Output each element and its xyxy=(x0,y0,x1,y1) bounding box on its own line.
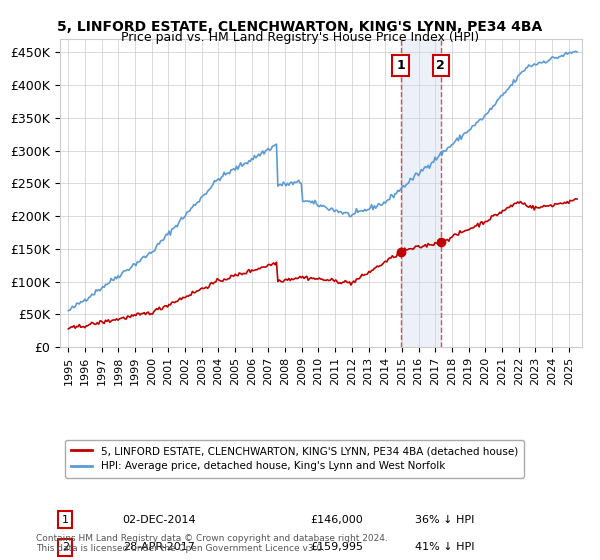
Text: 28-APR-2017: 28-APR-2017 xyxy=(122,543,194,552)
Text: £159,995: £159,995 xyxy=(311,543,364,552)
Text: 2: 2 xyxy=(436,59,445,72)
Text: 1: 1 xyxy=(396,59,405,72)
Bar xyxy=(401,39,441,347)
Text: Price paid vs. HM Land Registry's House Price Index (HPI): Price paid vs. HM Land Registry's House … xyxy=(121,31,479,44)
Text: 02-DEC-2014: 02-DEC-2014 xyxy=(122,515,196,525)
Text: Contains HM Land Registry data © Crown copyright and database right 2024.
This d: Contains HM Land Registry data © Crown c… xyxy=(36,534,388,553)
Text: £146,000: £146,000 xyxy=(311,515,364,525)
Text: 1: 1 xyxy=(62,515,69,525)
Text: 41% ↓ HPI: 41% ↓ HPI xyxy=(415,543,475,552)
Text: 36% ↓ HPI: 36% ↓ HPI xyxy=(415,515,475,525)
Legend: 5, LINFORD ESTATE, CLENCHWARTON, KING'S LYNN, PE34 4BA (detached house), HPI: Av: 5, LINFORD ESTATE, CLENCHWARTON, KING'S … xyxy=(65,440,524,478)
Text: 2: 2 xyxy=(62,543,69,552)
Text: 5, LINFORD ESTATE, CLENCHWARTON, KING'S LYNN, PE34 4BA: 5, LINFORD ESTATE, CLENCHWARTON, KING'S … xyxy=(58,20,542,34)
